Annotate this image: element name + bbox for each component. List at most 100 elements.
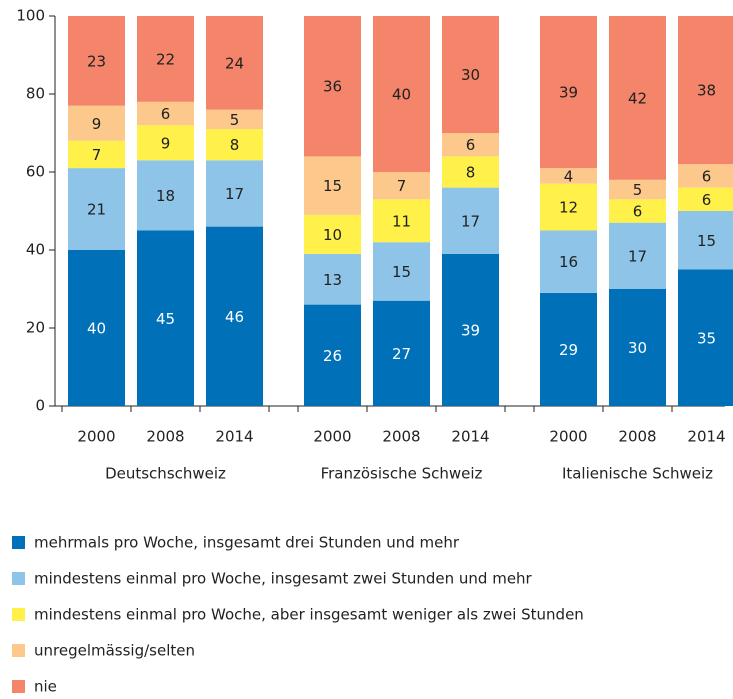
legend-swatch bbox=[12, 680, 25, 693]
legend-swatch bbox=[12, 572, 25, 585]
bar-segment bbox=[609, 199, 666, 223]
bar-segment bbox=[68, 16, 125, 106]
x-tick-label: 2014 bbox=[215, 428, 253, 446]
value-label: 30 bbox=[628, 339, 647, 357]
value-label: 17 bbox=[461, 212, 480, 230]
bar-segment bbox=[373, 172, 430, 200]
value-label: 24 bbox=[225, 54, 244, 72]
bar-segment bbox=[304, 304, 361, 406]
value-label: 36 bbox=[323, 78, 342, 96]
bar-segment bbox=[137, 160, 194, 231]
x-tick-label: 2000 bbox=[313, 428, 351, 446]
x-tick-label: 2008 bbox=[146, 428, 184, 446]
bar-segment bbox=[442, 156, 499, 188]
bar-segment bbox=[609, 289, 666, 406]
value-label: 7 bbox=[397, 177, 407, 195]
legend-label: nie bbox=[34, 678, 57, 696]
bar-segment bbox=[678, 16, 733, 165]
value-label: 26 bbox=[323, 347, 342, 365]
bar-segment bbox=[442, 253, 499, 406]
value-label: 6 bbox=[702, 191, 712, 209]
value-label: 15 bbox=[392, 263, 411, 281]
value-label: 13 bbox=[323, 271, 342, 289]
x-tick-label: 2014 bbox=[451, 428, 489, 446]
bar-segment bbox=[540, 183, 597, 231]
y-tick-label: 20 bbox=[26, 319, 45, 337]
value-label: 11 bbox=[392, 212, 411, 230]
bar-segment bbox=[304, 214, 361, 254]
bar-segment bbox=[68, 105, 125, 141]
bar-segment bbox=[609, 16, 666, 180]
y-tick-label: 60 bbox=[26, 163, 45, 181]
value-label: 5 bbox=[633, 181, 643, 199]
legend-swatch bbox=[12, 644, 25, 657]
bar-segment bbox=[609, 222, 666, 289]
value-label: 6 bbox=[466, 136, 476, 154]
bar-segment bbox=[137, 101, 194, 126]
value-label: 40 bbox=[87, 320, 106, 338]
bar-segment bbox=[609, 179, 666, 200]
value-label: 5 bbox=[230, 111, 240, 129]
value-label: 17 bbox=[225, 185, 244, 203]
value-label: 12 bbox=[559, 199, 578, 217]
bar-segment bbox=[540, 16, 597, 169]
legend-label: mindestens einmal pro Woche, insgesamt z… bbox=[34, 570, 533, 588]
bar-segment bbox=[68, 140, 125, 169]
value-label: 40 bbox=[392, 86, 411, 104]
legend-label: unregelmässig/selten bbox=[34, 642, 195, 660]
bar-segment bbox=[206, 109, 263, 130]
value-label: 18 bbox=[156, 187, 175, 205]
bar-segment bbox=[206, 16, 263, 110]
value-label: 4 bbox=[564, 167, 574, 185]
value-label: 15 bbox=[697, 232, 716, 250]
group-label: Italienische Schweiz bbox=[562, 465, 713, 483]
bar-segment bbox=[678, 164, 733, 188]
value-label: 9 bbox=[92, 115, 102, 133]
x-tick-label: 2008 bbox=[382, 428, 420, 446]
bar-segment bbox=[68, 168, 125, 250]
bar-segment bbox=[206, 160, 263, 227]
value-label: 39 bbox=[559, 84, 578, 102]
value-label: 8 bbox=[230, 136, 240, 154]
bar-segment bbox=[540, 168, 597, 184]
value-label: 35 bbox=[697, 329, 716, 347]
bar-segment bbox=[373, 199, 430, 243]
value-label: 8 bbox=[466, 164, 476, 182]
value-label: 6 bbox=[702, 167, 712, 185]
bar-segment bbox=[373, 16, 430, 172]
bar-segment bbox=[678, 187, 733, 211]
bar-segment bbox=[373, 300, 430, 406]
bar-segment bbox=[304, 16, 361, 157]
value-label: 29 bbox=[559, 341, 578, 359]
x-tick-label: 2008 bbox=[618, 428, 656, 446]
bar-segment bbox=[304, 156, 361, 215]
value-label: 6 bbox=[633, 203, 643, 221]
value-label: 17 bbox=[628, 247, 647, 265]
value-label: 7 bbox=[92, 146, 102, 164]
value-label: 6 bbox=[161, 105, 171, 123]
legend-label: mindestens einmal pro Woche, aber insges… bbox=[34, 606, 584, 624]
y-tick-label: 0 bbox=[35, 397, 45, 415]
x-tick-label: 2000 bbox=[549, 428, 587, 446]
group-label: Deutschschweiz bbox=[105, 465, 226, 483]
legend-label: mehrmals pro Woche, insgesamt drei Stund… bbox=[34, 534, 460, 552]
legend-swatch bbox=[12, 536, 25, 549]
bar-segment bbox=[137, 230, 194, 406]
x-tick-label: 2014 bbox=[687, 428, 725, 446]
bar-segment bbox=[540, 230, 597, 293]
group-label: Französische Schweiz bbox=[321, 465, 483, 483]
bar-segment bbox=[540, 292, 597, 406]
bar-segment bbox=[68, 250, 125, 406]
y-tick-label: 100 bbox=[16, 7, 45, 25]
value-label: 21 bbox=[87, 201, 106, 219]
value-label: 16 bbox=[559, 253, 578, 271]
bar-segment bbox=[373, 242, 430, 301]
value-label: 15 bbox=[323, 177, 342, 195]
bar-segment bbox=[137, 16, 194, 102]
value-label: 39 bbox=[461, 321, 480, 339]
bar-segment bbox=[206, 129, 263, 161]
legend-swatch bbox=[12, 608, 25, 621]
y-tick-label: 40 bbox=[26, 241, 45, 259]
value-label: 22 bbox=[156, 50, 175, 68]
